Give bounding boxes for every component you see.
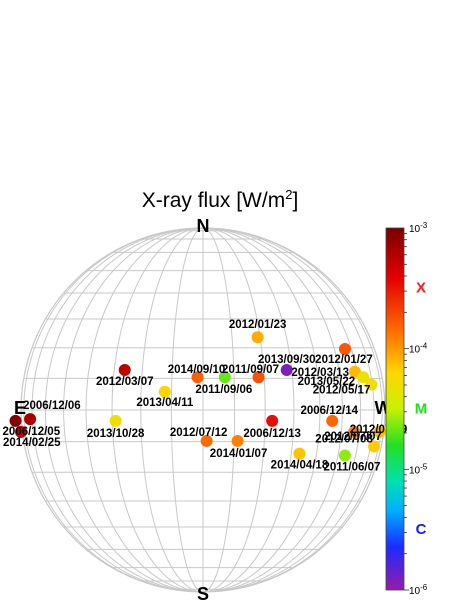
south-label: S	[197, 584, 209, 604]
flare-labels: 2012/01/23 2012/01/272013/09/302012/03/13…	[3, 319, 408, 473]
flare-label: 2006/12/06	[23, 400, 81, 412]
flare-point	[9, 414, 22, 427]
flare-point	[200, 434, 213, 447]
flare-label: 2011/06/07	[323, 462, 380, 474]
flare-point	[348, 425, 361, 438]
flare-label: 2012/03/13	[291, 367, 349, 379]
flare-label: 2006/12/14	[300, 405, 358, 417]
longitude-line	[63, 228, 343, 592]
colorbar-classes: X M C	[415, 280, 428, 538]
flare-label: 2011/09/06	[195, 384, 252, 396]
flare-label: 2013/09/30	[258, 354, 316, 366]
flare-label: 2014/01/07	[210, 448, 268, 460]
colorbar-tick-label: 10-4	[409, 342, 428, 356]
flare-point	[368, 440, 381, 453]
east-label: E	[14, 398, 26, 418]
flare-label: 2006/12/13	[243, 428, 301, 440]
flare-point	[365, 378, 378, 391]
longitude-line	[170, 228, 236, 592]
flare-point	[251, 331, 264, 344]
flare-point	[357, 371, 370, 384]
flare-label: 2012/07/08	[315, 433, 373, 445]
flare-label: 2012/01/23	[229, 319, 287, 331]
flare-label: 2012/03/07	[96, 376, 154, 388]
flare-label: 2013/10/28	[87, 428, 145, 440]
flare-label: 2014/09/10	[168, 364, 226, 376]
flare-point	[109, 414, 122, 427]
longitude-line	[85, 228, 321, 592]
flare-point	[326, 414, 339, 427]
flare-point	[191, 371, 204, 384]
flare-point	[158, 385, 171, 398]
flare-point	[338, 449, 351, 462]
flare-point	[118, 363, 131, 376]
colorbar-tick-label: 10-5	[409, 462, 428, 476]
flare-label: 2012/05/17	[313, 385, 371, 397]
flare-point	[252, 371, 265, 384]
longitude-line	[140, 228, 266, 592]
flare-label: 2012/07/12	[170, 427, 228, 439]
longitude-line	[31, 228, 375, 592]
flare-label: 2012/01/27	[315, 354, 373, 366]
flare-point	[280, 363, 293, 376]
flare-label: 2006/12/05	[3, 426, 61, 438]
flare-point	[15, 425, 27, 438]
longitude-line	[44, 228, 362, 592]
longitude-line	[111, 228, 295, 592]
flare-point	[24, 413, 37, 426]
flare-point	[218, 371, 231, 384]
colorbar: 10-3 10-4 10-5 10-6 X M C	[385, 221, 428, 597]
flare-label: 2014/02/25	[3, 437, 61, 449]
colorbar-gradient	[385, 227, 405, 591]
colorbar-tick-label: 10-3	[409, 221, 428, 235]
chart-title: X-ray flux [W/m2]	[142, 187, 299, 212]
longitude-line	[23, 228, 383, 592]
flare-points	[9, 331, 386, 462]
flare-class-label: X	[416, 280, 426, 297]
flare-label: 2011/09/07	[222, 364, 279, 376]
flare-label: 2012/07/07	[324, 431, 382, 443]
flare-point	[231, 434, 244, 447]
flare-point	[293, 447, 306, 460]
flare-class-label: M	[415, 400, 428, 417]
flare-label: 2013/04/11	[136, 397, 194, 409]
colorbar-tick-label: 10-6	[409, 583, 428, 597]
flare-point	[266, 414, 279, 427]
flare-label: 2014/04/18	[271, 460, 329, 472]
north-label: N	[197, 216, 210, 236]
flare-label: 2013/05/22	[298, 376, 356, 388]
flare-point	[373, 425, 386, 438]
flare-class-label: C	[416, 521, 427, 538]
flare-point	[338, 343, 351, 356]
